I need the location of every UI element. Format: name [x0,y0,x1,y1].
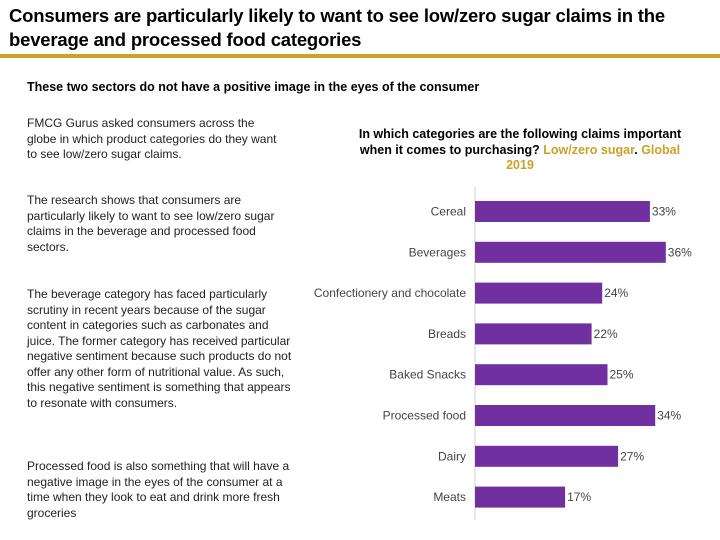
data-label: 36% [668,245,692,259]
chart-title-question: In which categories are the following cl… [358,127,682,157]
bar-beverages [475,241,666,263]
data-label: 27% [620,449,644,463]
paragraph-beverage: The beverage category has faced particul… [27,287,292,410]
chart-title: In which categories are the following cl… [345,127,695,174]
category-label: Dairy [438,449,466,463]
page-title: Consumers are particularly likely to wan… [9,5,665,50]
bar-processed-food [475,405,656,426]
paragraph-processed: Processed food is also something that wi… [27,459,290,520]
category-label: Cereal [431,205,466,219]
bar-confectionery-and-chocolate [475,282,603,304]
bar-meats [475,486,566,508]
bar-breads [475,323,592,345]
paragraph-research: The research shows that consumers are pa… [27,193,275,254]
bar-cereal [475,201,650,222]
bar-dairy [475,445,619,467]
chart-title-sep: . [634,142,642,157]
data-label: 24% [604,286,628,300]
data-label: 17% [567,490,591,504]
category-label: Beverages [409,245,466,259]
bar-baked-snacks [475,364,608,386]
category-label: Confectionery and chocolate [314,286,466,300]
data-label: 34% [657,409,681,423]
category-label: Baked Snacks [389,368,466,382]
paragraph-intro: FMCG Gurus asked consumers across the gl… [27,116,277,161]
category-label: Meats [433,490,466,504]
chart-title-scope: Global 2019 [506,142,681,173]
category-label: Breads [428,327,466,341]
data-label: 22% [594,327,618,341]
page-subtitle: These two sectors do not have a positive… [27,80,480,94]
data-label: 33% [652,205,676,219]
data-label: 25% [610,368,634,382]
title-divider [0,54,720,58]
category-label: Processed food [383,409,466,423]
chart-title-claim: Low/zero sugar [543,142,635,157]
